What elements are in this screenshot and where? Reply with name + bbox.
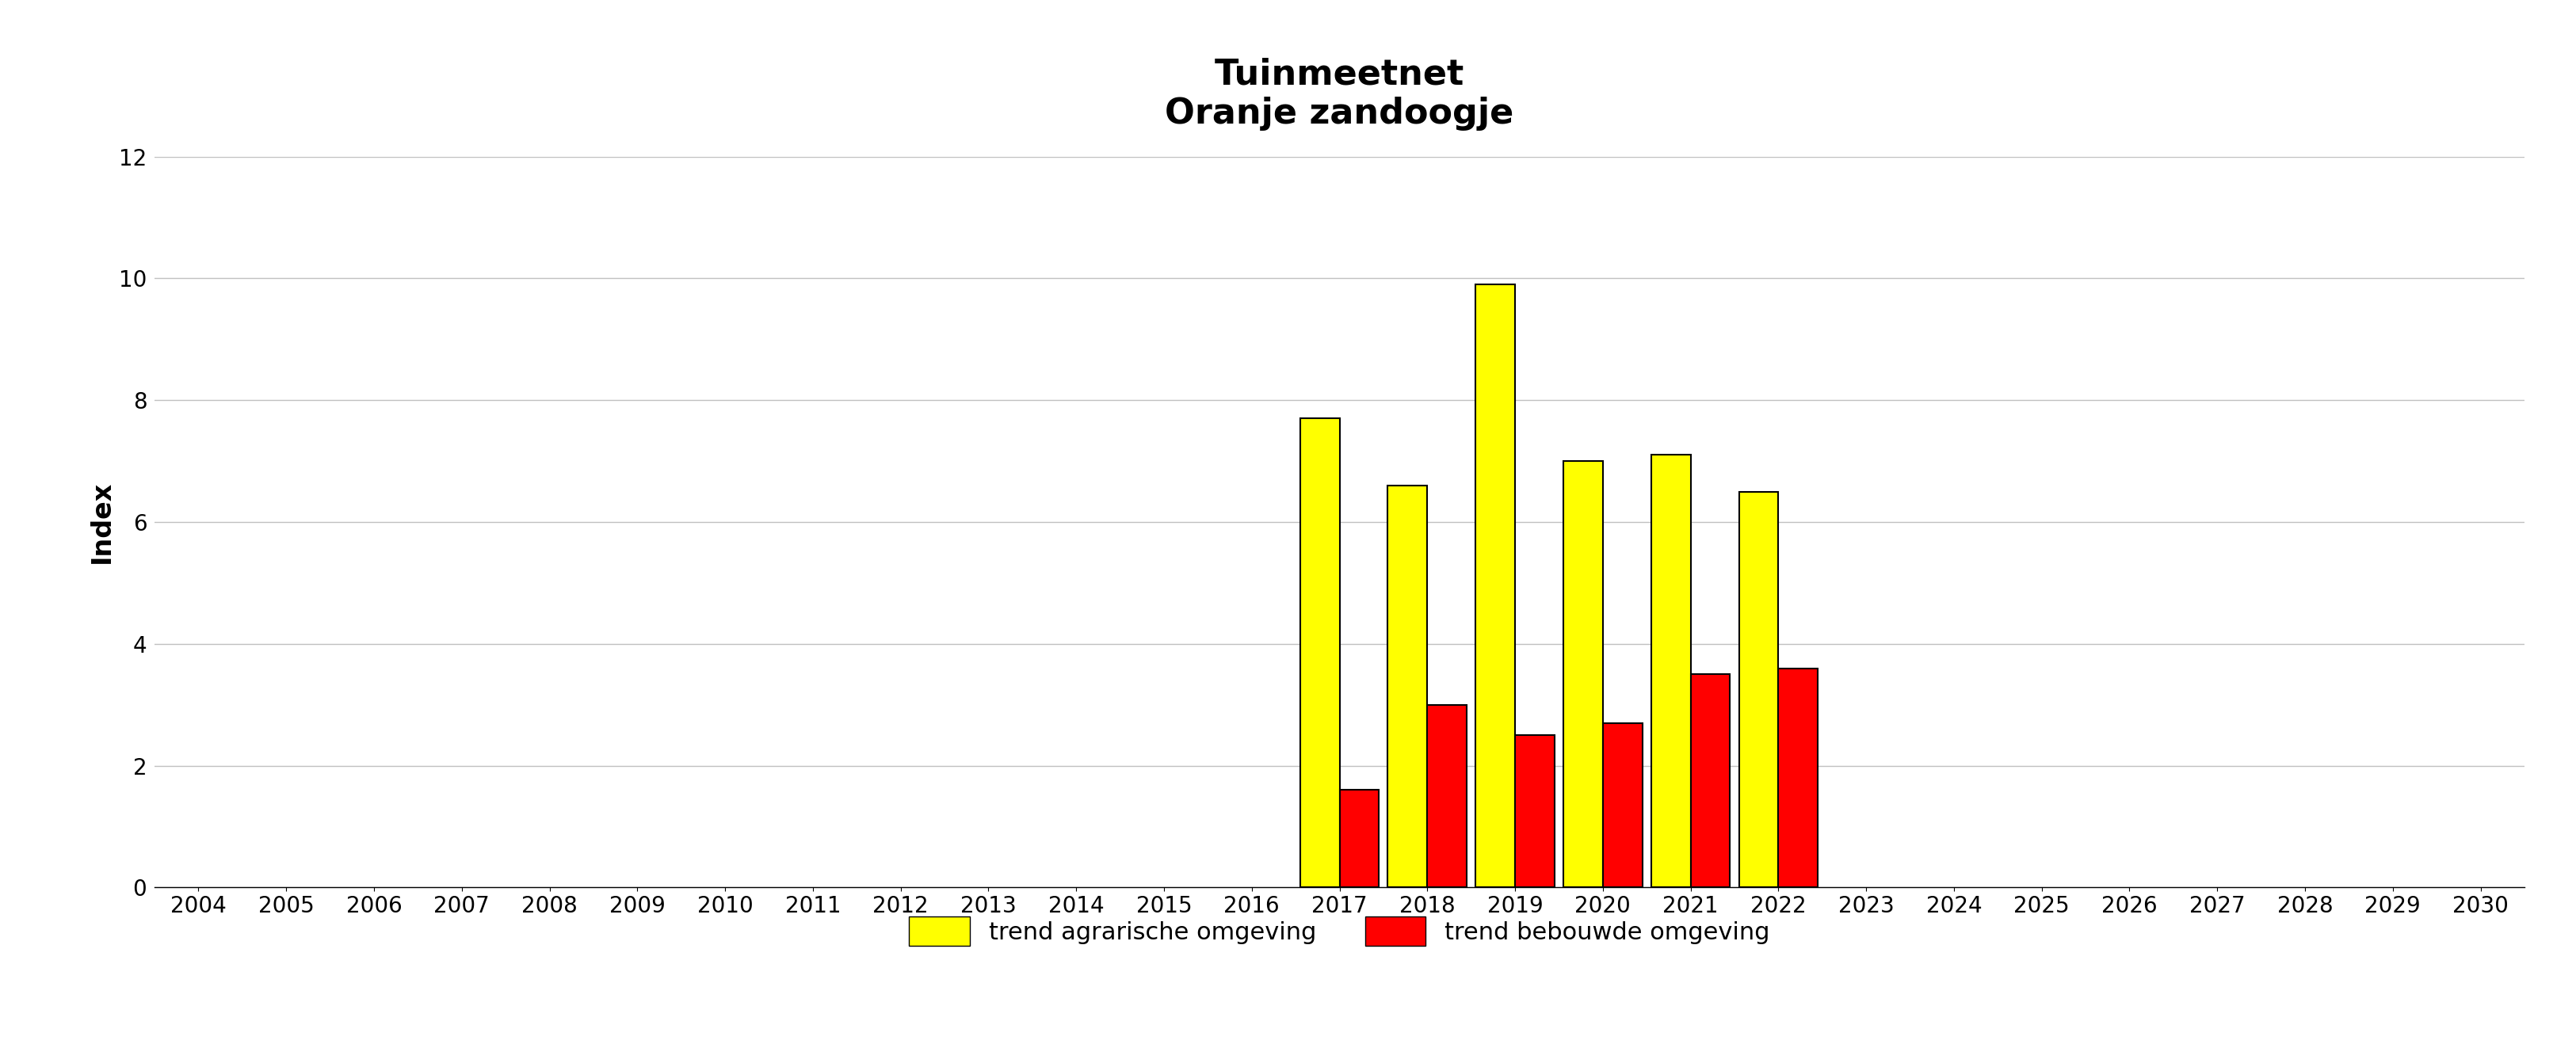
Bar <box>1690 674 1731 887</box>
Bar <box>1515 735 1553 887</box>
Bar <box>1476 284 1515 887</box>
Title: Tuinmeetnet
Oranje zandoogje: Tuinmeetnet Oranje zandoogje <box>1164 57 1515 130</box>
Bar <box>1564 461 1602 887</box>
Legend: trend agrarische omgeving, trend bebouwde omgeving: trend agrarische omgeving, trend bebouwd… <box>884 893 1795 970</box>
Bar <box>1388 485 1427 887</box>
Bar <box>1777 668 1819 887</box>
Y-axis label: Index: Index <box>88 480 113 564</box>
Bar <box>1602 722 1643 887</box>
Bar <box>1651 455 1690 887</box>
Bar <box>1301 419 1340 887</box>
Bar <box>1340 790 1378 887</box>
Bar <box>1739 492 1777 887</box>
Bar <box>1427 705 1466 887</box>
